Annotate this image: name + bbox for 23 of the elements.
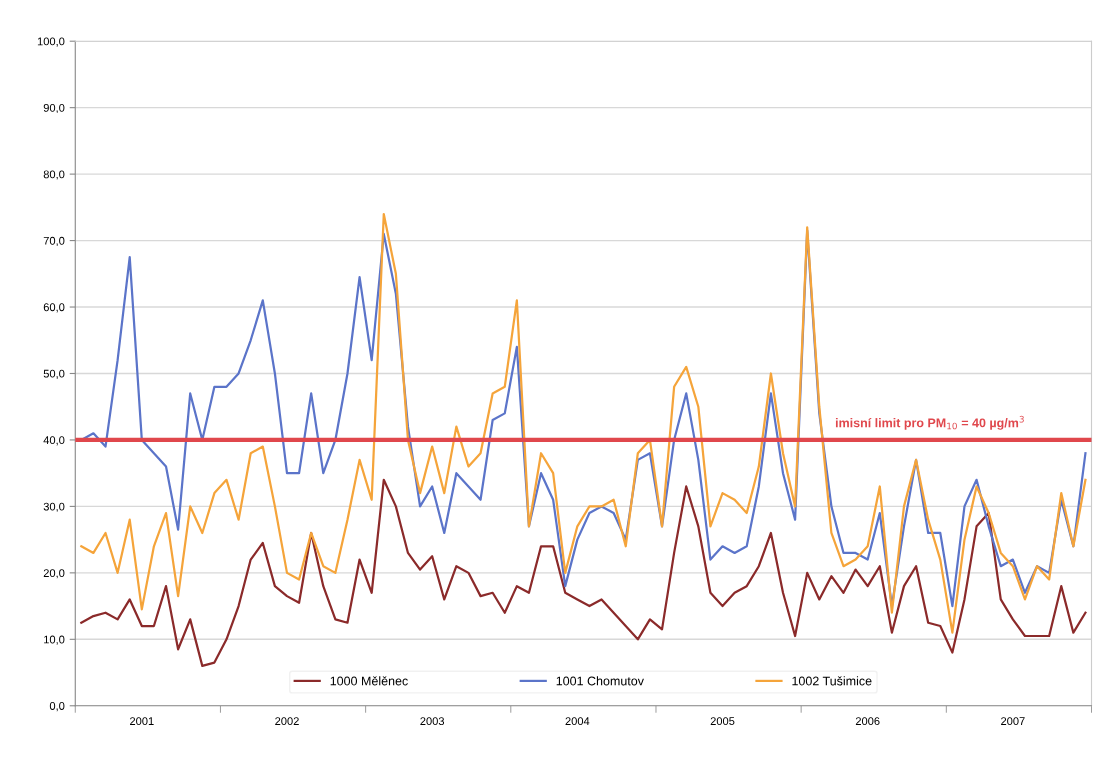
ref-line-label: imisní limit pro PM$_{10}$ = 40 µg/m$^{3}$ [835, 415, 1024, 430]
x-tick-label: 2005 [710, 717, 735, 726]
y-tick-label: 90,0 [43, 103, 65, 114]
x-tick-label: 2006 [855, 717, 880, 726]
y-tick-label: 30,0 [43, 502, 65, 512]
y-tick-label: 80,0 [43, 170, 65, 180]
x-tick-label: 2002 [275, 717, 299, 726]
x-tick-label: 2003 [420, 717, 445, 726]
legend-label: 1001 Chomutov [556, 676, 644, 686]
x-tick-label: 2007 [1001, 717, 1025, 726]
y-tick-label: 40,0 [43, 436, 65, 446]
y-tick-label: 60,0 [43, 303, 65, 313]
x-tick-label: 2004 [565, 717, 590, 726]
y-tick-label: 0,0 [49, 702, 65, 712]
y-tick-label: 100,0 [37, 37, 65, 47]
line-series [80, 478, 1087, 668]
legend-label: 1000 Mělěnec [330, 676, 408, 686]
x-tick-label: 2001 [130, 717, 154, 726]
y-tick-label: 20,0 [43, 569, 65, 579]
y-tick-label: 50,0 [43, 369, 65, 379]
y-tick-label: 70,0 [43, 236, 65, 247]
legend-label: 1002 Tušimice [792, 676, 872, 686]
y-tick-label: 10,0 [44, 635, 65, 645]
